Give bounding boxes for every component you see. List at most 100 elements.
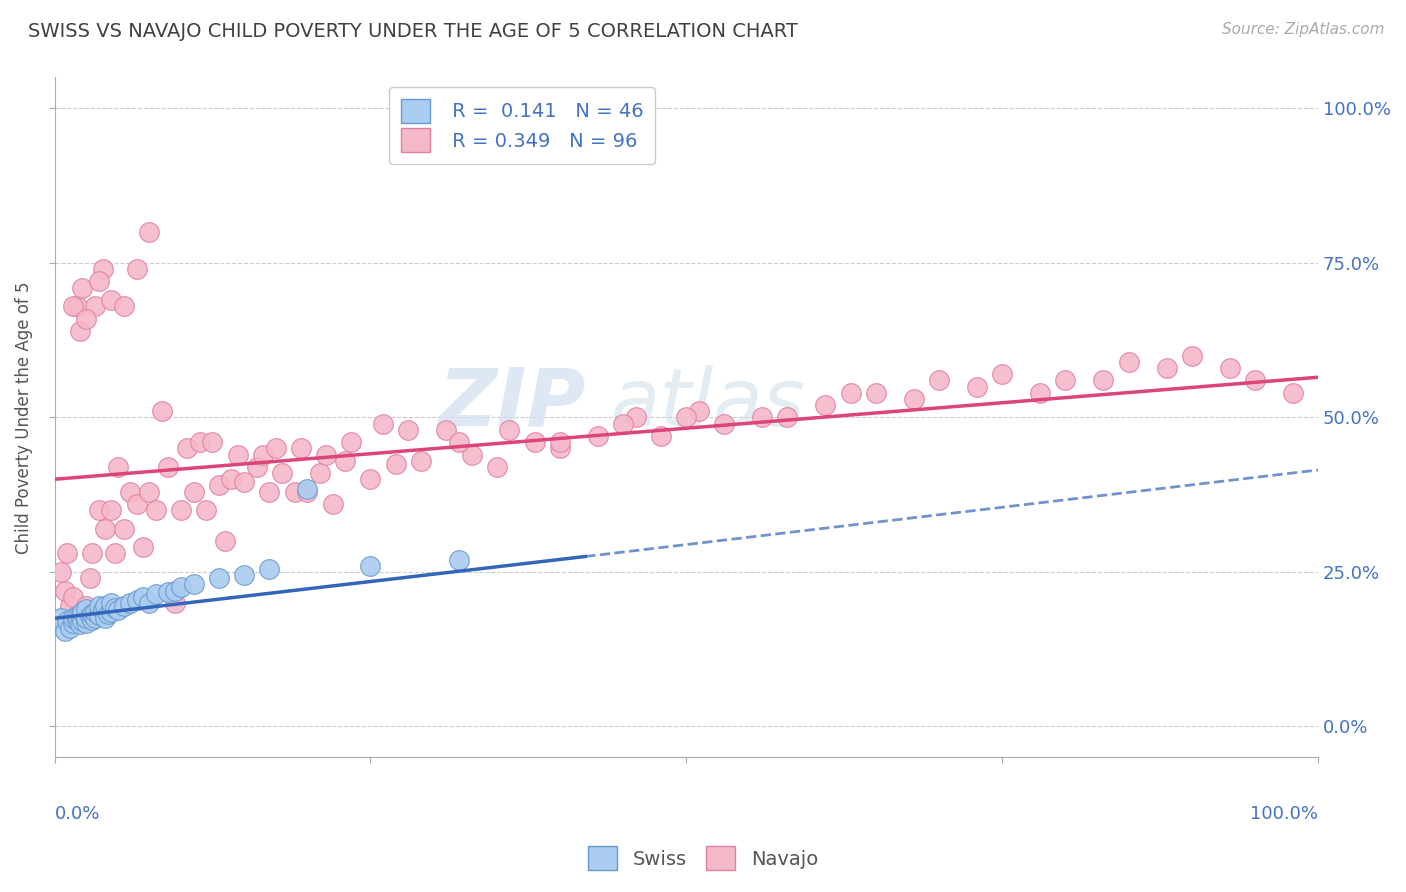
Point — [104, 600, 127, 615]
Text: ZIP: ZIP — [437, 365, 585, 442]
Point — [322, 497, 344, 511]
Point — [97, 607, 120, 621]
Point — [409, 453, 432, 467]
Point — [112, 299, 135, 313]
Point — [221, 472, 243, 486]
Point — [125, 592, 148, 607]
Point — [82, 613, 104, 627]
Point — [100, 503, 122, 517]
Point — [138, 484, 160, 499]
Point — [163, 596, 186, 610]
Point — [176, 442, 198, 456]
Point — [460, 448, 482, 462]
Point — [297, 484, 319, 499]
Point — [62, 611, 84, 625]
Text: SWISS VS NAVAJO CHILD POVERTY UNDER THE AGE OF 5 CORRELATION CHART: SWISS VS NAVAJO CHILD POVERTY UNDER THE … — [28, 22, 799, 41]
Point — [100, 605, 122, 619]
Point — [170, 581, 193, 595]
Point — [523, 435, 546, 450]
Point — [208, 478, 231, 492]
Point — [776, 410, 799, 425]
Point — [66, 613, 89, 627]
Point — [1181, 349, 1204, 363]
Point — [371, 417, 394, 431]
Point — [814, 398, 837, 412]
Point — [145, 586, 167, 600]
Point — [94, 611, 117, 625]
Point — [62, 299, 84, 313]
Point — [49, 565, 72, 579]
Point — [132, 590, 155, 604]
Point — [309, 466, 332, 480]
Point — [1054, 373, 1077, 387]
Point — [87, 599, 110, 613]
Point — [1219, 361, 1241, 376]
Point — [72, 615, 94, 629]
Point — [120, 484, 142, 499]
Point — [62, 615, 84, 630]
Point — [59, 599, 82, 613]
Point — [49, 611, 72, 625]
Point — [87, 503, 110, 517]
Point — [264, 442, 287, 456]
Point — [233, 475, 256, 490]
Point — [79, 609, 101, 624]
Point — [79, 571, 101, 585]
Point — [290, 442, 312, 456]
Point — [928, 373, 950, 387]
Point — [183, 484, 205, 499]
Point — [75, 611, 97, 625]
Text: Source: ZipAtlas.com: Source: ZipAtlas.com — [1222, 22, 1385, 37]
Point — [713, 417, 735, 431]
Point — [208, 571, 231, 585]
Point — [1282, 385, 1305, 400]
Point — [252, 448, 274, 462]
Point — [359, 558, 381, 573]
Point — [157, 584, 180, 599]
Point — [84, 605, 107, 619]
Point — [91, 603, 114, 617]
Text: 0.0%: 0.0% — [55, 805, 100, 823]
Point — [94, 599, 117, 613]
Point — [120, 596, 142, 610]
Point — [650, 429, 672, 443]
Point — [104, 546, 127, 560]
Point — [359, 472, 381, 486]
Point — [157, 459, 180, 474]
Point — [485, 459, 508, 474]
Point — [447, 552, 470, 566]
Point — [91, 262, 114, 277]
Point — [233, 568, 256, 582]
Point — [100, 596, 122, 610]
Point — [1244, 373, 1267, 387]
Point — [548, 442, 571, 456]
Point — [214, 534, 236, 549]
Point — [839, 385, 862, 400]
Point — [170, 503, 193, 517]
Point — [226, 448, 249, 462]
Point — [59, 621, 82, 635]
Legend: Swiss, Navajo: Swiss, Navajo — [581, 838, 825, 878]
Point — [75, 615, 97, 630]
Point — [183, 577, 205, 591]
Point — [396, 423, 419, 437]
Point — [138, 596, 160, 610]
Point — [112, 522, 135, 536]
Point — [163, 583, 186, 598]
Point — [548, 435, 571, 450]
Point — [246, 459, 269, 474]
Point — [75, 602, 97, 616]
Point — [56, 615, 79, 629]
Text: 100.0%: 100.0% — [1250, 805, 1319, 823]
Point — [991, 367, 1014, 381]
Point — [586, 429, 609, 443]
Point — [72, 280, 94, 294]
Point — [865, 385, 887, 400]
Point — [69, 608, 91, 623]
Point — [624, 410, 647, 425]
Point — [53, 624, 76, 638]
Point — [271, 466, 294, 480]
Point — [145, 503, 167, 517]
Text: atlas: atlas — [610, 365, 806, 442]
Point — [315, 448, 337, 462]
